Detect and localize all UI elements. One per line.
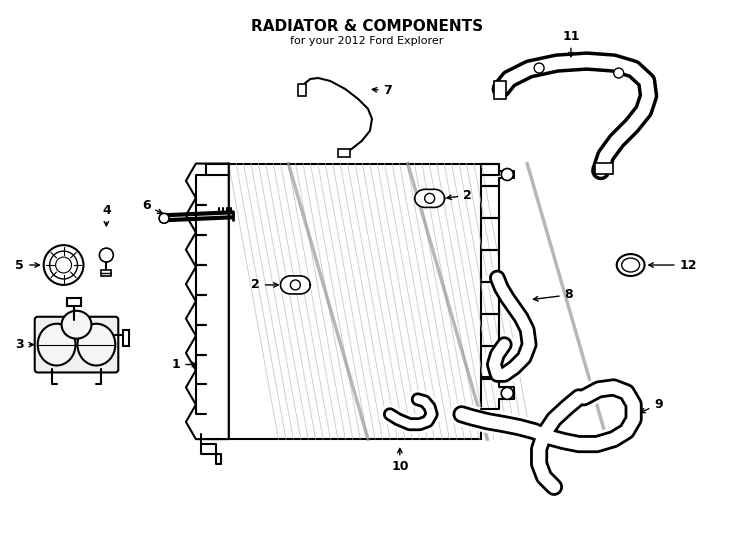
Text: 8: 8 — [534, 288, 573, 301]
Text: RADIATOR & COMPONENTS: RADIATOR & COMPONENTS — [251, 19, 483, 35]
Ellipse shape — [617, 254, 644, 276]
Circle shape — [614, 68, 624, 78]
Circle shape — [43, 245, 84, 285]
Ellipse shape — [37, 323, 76, 366]
Bar — [494, 81, 506, 99]
Polygon shape — [229, 164, 482, 439]
Text: 9: 9 — [641, 398, 663, 413]
Circle shape — [501, 387, 513, 400]
Text: 12: 12 — [649, 259, 697, 272]
Polygon shape — [415, 190, 445, 207]
Circle shape — [425, 193, 435, 204]
Ellipse shape — [78, 323, 115, 366]
Circle shape — [50, 251, 78, 279]
Circle shape — [501, 168, 513, 180]
Bar — [595, 163, 613, 174]
Circle shape — [291, 280, 300, 290]
Text: 1: 1 — [172, 358, 197, 371]
Ellipse shape — [62, 311, 92, 339]
Bar — [67, 298, 81, 306]
Polygon shape — [280, 276, 310, 294]
Text: 3: 3 — [15, 338, 33, 351]
Text: 10: 10 — [391, 448, 409, 474]
Circle shape — [159, 213, 169, 223]
Circle shape — [99, 248, 113, 262]
Text: 4: 4 — [102, 204, 111, 226]
Bar — [101, 270, 112, 276]
Text: 2: 2 — [447, 189, 472, 202]
Text: 5: 5 — [15, 259, 40, 272]
Text: for your 2012 Ford Explorer: for your 2012 Ford Explorer — [291, 36, 443, 46]
Bar — [298, 84, 306, 96]
Bar — [338, 148, 350, 157]
Text: 6: 6 — [142, 199, 162, 213]
FancyBboxPatch shape — [34, 317, 118, 373]
Text: 2: 2 — [251, 279, 278, 292]
Ellipse shape — [622, 258, 639, 272]
Text: 7: 7 — [372, 84, 392, 97]
Circle shape — [534, 63, 544, 73]
Polygon shape — [186, 164, 229, 439]
Bar — [123, 330, 129, 346]
Circle shape — [56, 257, 71, 273]
Text: 11: 11 — [562, 30, 580, 57]
